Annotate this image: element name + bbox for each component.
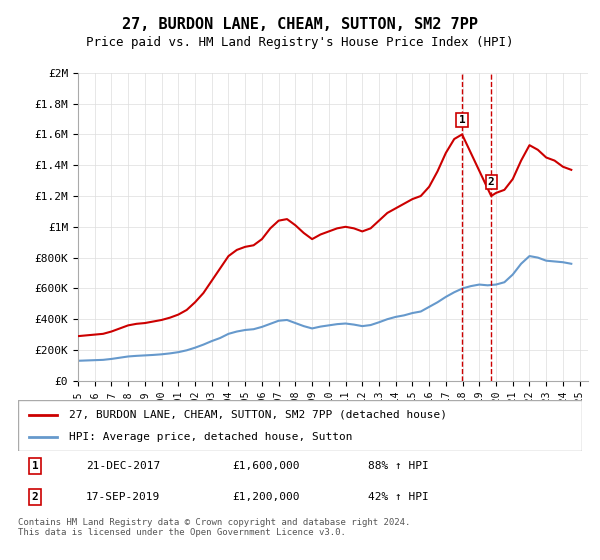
Text: 2: 2 [488,177,494,187]
Text: Price paid vs. HM Land Registry's House Price Index (HPI): Price paid vs. HM Land Registry's House … [86,36,514,49]
Text: £1,200,000: £1,200,000 [232,492,300,502]
Text: 1: 1 [459,115,466,125]
Text: 27, BURDON LANE, CHEAM, SUTTON, SM2 7PP: 27, BURDON LANE, CHEAM, SUTTON, SM2 7PP [122,17,478,32]
Text: Contains HM Land Registry data © Crown copyright and database right 2024.
This d: Contains HM Land Registry data © Crown c… [18,518,410,538]
Text: 2: 2 [32,492,38,502]
Text: 27, BURDON LANE, CHEAM, SUTTON, SM2 7PP (detached house): 27, BURDON LANE, CHEAM, SUTTON, SM2 7PP … [69,409,447,419]
Text: £1,600,000: £1,600,000 [232,461,300,471]
Text: HPI: Average price, detached house, Sutton: HPI: Average price, detached house, Sutt… [69,432,352,442]
Text: 1: 1 [32,461,38,471]
FancyBboxPatch shape [18,400,582,451]
Text: 88% ↑ HPI: 88% ↑ HPI [368,461,428,471]
Text: 42% ↑ HPI: 42% ↑ HPI [368,492,428,502]
Text: 21-DEC-2017: 21-DEC-2017 [86,461,160,471]
Text: 17-SEP-2019: 17-SEP-2019 [86,492,160,502]
